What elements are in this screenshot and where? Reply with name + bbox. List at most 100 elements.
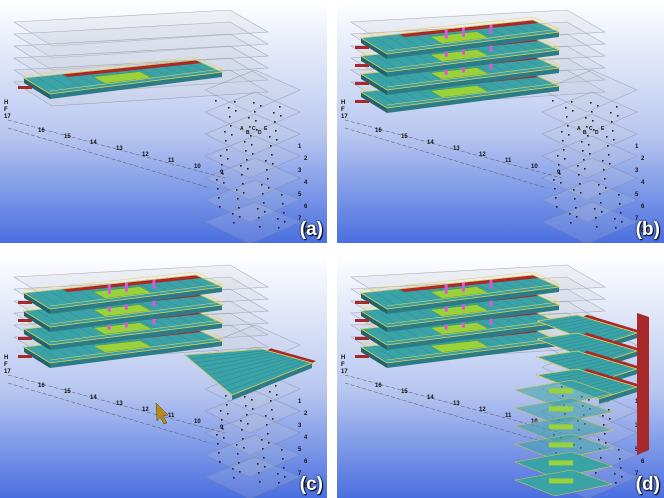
column-marker: [251, 399, 253, 401]
column-marker: [258, 472, 260, 474]
slab-edge: [232, 363, 312, 400]
column-marker: [266, 169, 268, 171]
tower-floor: [514, 433, 614, 461]
column-marker: [614, 218, 616, 220]
column-marker: [284, 221, 286, 223]
grid-column-label: 16: [38, 128, 45, 134]
column-marker: [573, 189, 575, 191]
column-marker: [222, 173, 224, 175]
column-marker: [278, 482, 280, 484]
grid-axis-line: [7, 119, 226, 179]
column-marker: [268, 187, 270, 189]
core-area: [548, 478, 574, 484]
column-marker: [596, 226, 598, 228]
grid-column-label: 13: [116, 146, 123, 152]
column-marker: [259, 481, 261, 483]
column-marker: [252, 153, 254, 155]
slab-hatch: [561, 358, 602, 367]
column: [461, 282, 465, 292]
slab-edge: [361, 38, 387, 59]
wing-row-label: 2: [641, 156, 645, 162]
slab-hatch: [549, 318, 590, 326]
red-wall: [18, 301, 32, 304]
wing-row-label: 1: [298, 144, 302, 150]
slab-hatch: [199, 353, 278, 368]
wing-row-label: 4: [304, 180, 308, 186]
column-marker: [283, 212, 285, 214]
grid-column-label: 9: [220, 170, 224, 176]
column-marker: [553, 179, 555, 181]
column-marker: [251, 144, 253, 146]
column-marker: [275, 130, 277, 132]
column-marker: [227, 158, 229, 160]
red-wall: [398, 275, 539, 292]
column-marker: [269, 136, 271, 138]
slab-edge: [50, 72, 222, 99]
column-marker: [271, 409, 273, 411]
railing: [514, 415, 614, 443]
column-marker: [234, 101, 236, 103]
column-marker: [261, 439, 263, 441]
slab-edge: [387, 341, 559, 368]
column-marker: [592, 120, 594, 122]
grid-row-label: 17: [4, 369, 11, 375]
panel-label-d: (d): [635, 474, 660, 495]
grid-column-label: 14: [90, 395, 97, 401]
grid-column-label: 13: [453, 401, 460, 407]
column-marker: [243, 447, 245, 449]
column-marker: [250, 135, 252, 137]
ghost-wing-slab: [204, 179, 301, 223]
red-wall: [18, 86, 32, 89]
column-marker: [284, 476, 286, 478]
grid-row-label: H: [4, 100, 8, 106]
column: [489, 279, 493, 289]
core-area: [548, 388, 574, 394]
column-marker: [219, 206, 221, 208]
slab-edge: [387, 32, 559, 59]
core-area: [429, 322, 490, 335]
red-wall: [61, 275, 202, 292]
slab-hatch: [567, 323, 608, 334]
ghost-wing: [541, 69, 638, 243]
railing: [23, 274, 224, 310]
column-marker: [603, 424, 605, 426]
column-marker: [232, 213, 234, 215]
core-area: [548, 460, 574, 466]
column-marker: [560, 182, 562, 184]
wing-row-label: 3: [635, 168, 639, 174]
column-marker: [562, 140, 564, 142]
column-marker: [561, 131, 563, 133]
column: [489, 42, 493, 52]
slab-edge: [24, 311, 50, 332]
slab-hatch: [555, 320, 596, 329]
column-marker: [585, 117, 587, 119]
core-area: [429, 49, 490, 62]
wing-column-label: C: [252, 126, 256, 132]
wing-column-label: E: [264, 126, 268, 132]
column-marker: [615, 227, 617, 229]
slab-hatch: [543, 334, 584, 342]
grid-column-label: 10: [531, 164, 538, 170]
column-marker: [601, 211, 603, 213]
column-marker: [264, 466, 266, 468]
column-marker: [281, 449, 283, 451]
column-marker: [267, 433, 269, 435]
wing-row-label: 6: [304, 204, 308, 210]
core-area: [92, 340, 153, 353]
column-marker: [574, 198, 576, 200]
grid-row-label: F: [4, 362, 8, 368]
column-marker: [599, 193, 601, 195]
ghost-wing-slab: [204, 135, 301, 179]
wing-column-label: B: [583, 130, 587, 136]
slab-hatch: [543, 316, 584, 324]
column: [124, 318, 128, 328]
column-marker: [579, 183, 581, 185]
wing-row-label: 8: [304, 228, 308, 234]
column-marker: [239, 216, 241, 218]
column-marker: [582, 150, 584, 152]
column-marker: [568, 134, 570, 136]
slab-edge: [50, 305, 222, 332]
column-marker: [267, 178, 269, 180]
wing-column-label: D: [258, 130, 262, 136]
